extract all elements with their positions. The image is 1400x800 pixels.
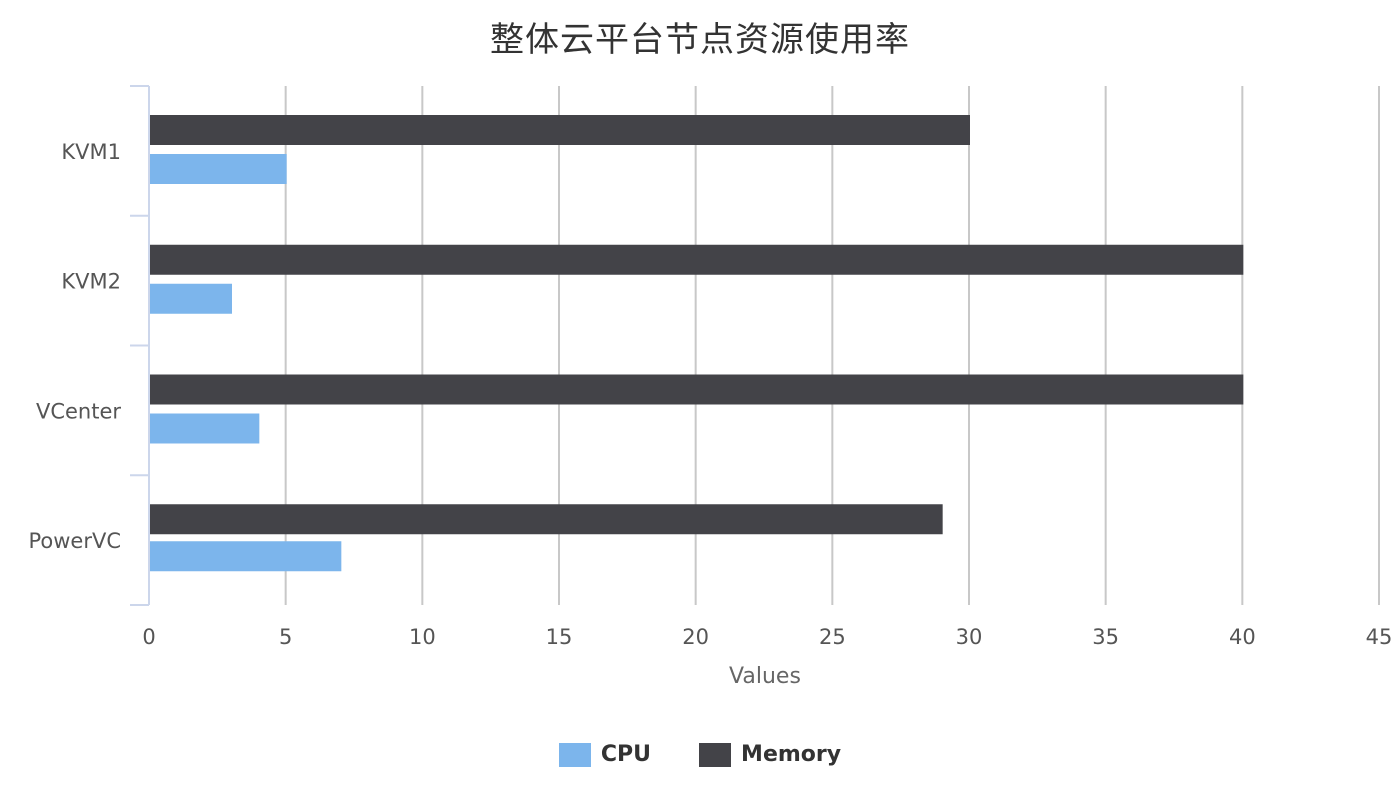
- x-tick-label-15: 15: [546, 625, 573, 649]
- x-tick-label-10: 10: [409, 625, 436, 649]
- legend-item-cpu[interactable]: CPU: [558, 742, 652, 767]
- legend-swatch-cpu: [558, 742, 591, 767]
- bar-cpu-kvm1: [150, 154, 287, 184]
- chart-title: 整体云平台节点资源使用率: [490, 20, 910, 60]
- bar-cpu-vcenter: [150, 413, 260, 444]
- x-axis-title: Values: [729, 664, 801, 689]
- legend-label-cpu: CPU: [600, 742, 652, 767]
- legend-swatch-memory: [699, 742, 732, 767]
- x-tick-label-40: 40: [1229, 625, 1256, 649]
- bars: [150, 115, 1244, 572]
- x-tick-label-5: 5: [279, 625, 292, 649]
- x-tick-label-25: 25: [819, 625, 846, 649]
- category-label-kvm1: KVM1: [61, 140, 121, 164]
- x-axis-labels: 0 5 10 15 20 25 30 35 40 45: [142, 625, 1392, 649]
- legend-item-memory[interactable]: Memory: [699, 742, 841, 767]
- bar-memory-powervc: [150, 504, 943, 535]
- bar-cpu-kvm2: [150, 283, 232, 314]
- y-axis: [130, 85, 150, 606]
- category-label-powervc: PowerVC: [28, 529, 121, 553]
- category-label-kvm2: KVM2: [61, 270, 121, 294]
- bar-memory-kvm1: [150, 115, 970, 145]
- bar-cpu-powervc: [150, 541, 342, 572]
- bar-memory-vcenter: [150, 374, 1244, 405]
- bar-memory-kvm2: [150, 244, 1244, 275]
- category-label-vcenter: VCenter: [36, 399, 121, 423]
- x-tick-label-0: 0: [142, 625, 155, 649]
- legend: CPU Memory: [0, 742, 1400, 767]
- y-axis-labels: KVM1 KVM2 VCenter PowerVC: [28, 140, 121, 553]
- x-tick-label-45: 45: [1366, 625, 1393, 649]
- x-tick-label-30: 30: [956, 625, 983, 649]
- legend-label-memory: Memory: [741, 742, 842, 767]
- x-tick-label-35: 35: [1092, 625, 1119, 649]
- x-tick-label-20: 20: [682, 625, 709, 649]
